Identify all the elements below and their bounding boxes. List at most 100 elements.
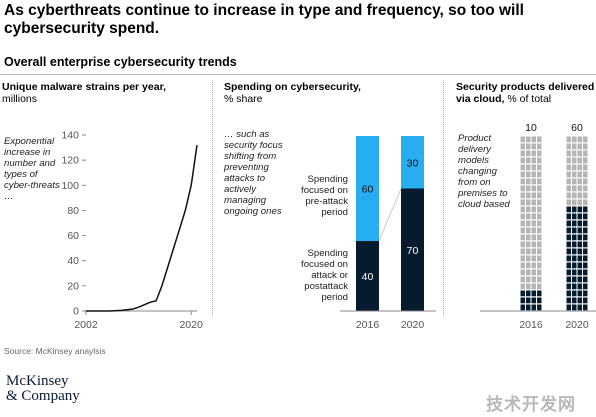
grid-cell-2020 xyxy=(566,262,571,269)
grid-cell-2020 xyxy=(566,241,571,248)
grid-cell-2020 xyxy=(566,213,571,220)
grid-cell-2020 xyxy=(577,171,582,178)
grid-cell-2016 xyxy=(526,255,531,262)
grid-cell-2020 xyxy=(583,213,588,220)
spending-note: … such as security focus shifting from p… xyxy=(224,129,283,217)
grid-cell-2020 xyxy=(566,185,571,192)
grid-cell-2016 xyxy=(520,136,525,143)
grid-cell-2016 xyxy=(531,150,536,157)
label-post-attack: Spending focused on attack or postattack… xyxy=(301,248,348,303)
bar-category-2020: 2020 xyxy=(401,319,425,331)
bar-category-2016: 2016 xyxy=(356,319,380,331)
grid-cell-2020 xyxy=(577,262,582,269)
grid-cell-2016 xyxy=(531,262,536,269)
grid-cell-2020 xyxy=(583,269,588,276)
cloud-note: Product delivery models changing from on… xyxy=(458,133,510,210)
grid-cell-2016 xyxy=(526,136,531,143)
chart-subtitle: Overall enterprise cybersecurity trends xyxy=(4,55,237,69)
grid-cell-2016 xyxy=(531,290,536,297)
grid-cell-2020 xyxy=(566,283,571,290)
mckinsey-logo: McKinsey & Company xyxy=(6,373,80,404)
grid-cell-2016 xyxy=(526,185,531,192)
grid-cell-2020 xyxy=(572,269,577,276)
cloud-title-unit: % of total xyxy=(507,93,552,105)
grid-cell-2016 xyxy=(531,234,536,241)
bar-connector xyxy=(378,188,402,242)
grid-cell-2020 xyxy=(566,227,571,234)
grid-cell-2016 xyxy=(537,234,542,241)
bar-2016-attack-value: 40 xyxy=(362,271,374,283)
grid-cell-2020 xyxy=(577,304,582,311)
malware-line xyxy=(86,144,198,312)
y-tick-label-0: 0 xyxy=(73,306,79,318)
grid-cell-2020 xyxy=(583,304,588,311)
grid-cell-2016 xyxy=(531,220,536,227)
grid-cell-2016 xyxy=(537,248,542,255)
y-tick-label-40: 40 xyxy=(67,255,79,267)
grid-cell-2020 xyxy=(577,136,582,143)
grid-cell-2020 xyxy=(572,157,577,164)
grid-cell-2016 xyxy=(526,171,531,178)
grid-cell-2020 xyxy=(583,185,588,192)
grid-cell-2020 xyxy=(566,297,571,304)
grid-cell-2020 xyxy=(583,290,588,297)
grid-cell-2020 xyxy=(566,304,571,311)
grid-cell-2020 xyxy=(572,262,577,269)
grid-cell-2020 xyxy=(566,199,571,206)
grid-cell-2020 xyxy=(577,227,582,234)
grid-cell-2016 xyxy=(537,185,542,192)
bar-2016-preattack xyxy=(356,136,379,241)
grid-cell-2020 xyxy=(572,192,577,199)
grid-cell-2016 xyxy=(531,241,536,248)
label-pre-attack: Spending focused on pre-attack period xyxy=(301,174,348,218)
grid-cell-2016 xyxy=(531,143,536,150)
grid-cell-2016 xyxy=(526,283,531,290)
grid-value-2020: 60 xyxy=(571,122,583,134)
grid-cell-2020 xyxy=(577,143,582,150)
x-tick-label-2020: 2020 xyxy=(179,319,203,331)
grid-cell-2016 xyxy=(526,220,531,227)
grid-cell-2020 xyxy=(577,297,582,304)
grid-cell-2020 xyxy=(572,143,577,150)
y-tick-label-140: 140 xyxy=(61,130,79,142)
grid-cell-2016 xyxy=(526,192,531,199)
grid-cell-2016 xyxy=(520,192,525,199)
spending-panel-title: Spending on cybersecurity, % share xyxy=(224,81,424,105)
grid-cell-2020 xyxy=(577,283,582,290)
grid-cell-2020 xyxy=(577,234,582,241)
grid-cell-2016 xyxy=(537,262,542,269)
grid-cell-2020 xyxy=(572,150,577,157)
grid-cell-2016 xyxy=(537,283,542,290)
grid-cell-2016 xyxy=(520,255,525,262)
grid-cell-2016 xyxy=(537,220,542,227)
grid-cell-2016 xyxy=(526,227,531,234)
grid-cell-2016 xyxy=(537,255,542,262)
grid-cell-2016 xyxy=(537,157,542,164)
grid-cell-2016 xyxy=(531,185,536,192)
grid-cell-2020 xyxy=(572,164,577,171)
grid-cell-2020 xyxy=(583,227,588,234)
grid-cell-2020 xyxy=(566,276,571,283)
grid-cell-2016 xyxy=(531,283,536,290)
grid-cell-2016 xyxy=(520,276,525,283)
x-tick-label-2002: 2002 xyxy=(74,319,98,331)
grid-cell-2016 xyxy=(537,136,542,143)
grid-cell-2020 xyxy=(577,206,582,213)
grid-cell-2020 xyxy=(583,283,588,290)
grid-cell-2020 xyxy=(566,164,571,171)
grid-cell-2016 xyxy=(526,143,531,150)
grid-cell-2016 xyxy=(531,206,536,213)
grid-cell-2020 xyxy=(583,157,588,164)
grid-cell-2016 xyxy=(526,241,531,248)
grid-cell-2016 xyxy=(537,276,542,283)
grid-cell-2016 xyxy=(531,136,536,143)
grid-cell-2016 xyxy=(526,234,531,241)
grid-cell-2020 xyxy=(583,199,588,206)
grid-cell-2016 xyxy=(537,143,542,150)
grid-cell-2016 xyxy=(537,290,542,297)
grid-cell-2020 xyxy=(572,178,577,185)
grid-cell-2020 xyxy=(583,136,588,143)
grid-cell-2016 xyxy=(526,206,531,213)
grid-cell-2016 xyxy=(537,199,542,206)
